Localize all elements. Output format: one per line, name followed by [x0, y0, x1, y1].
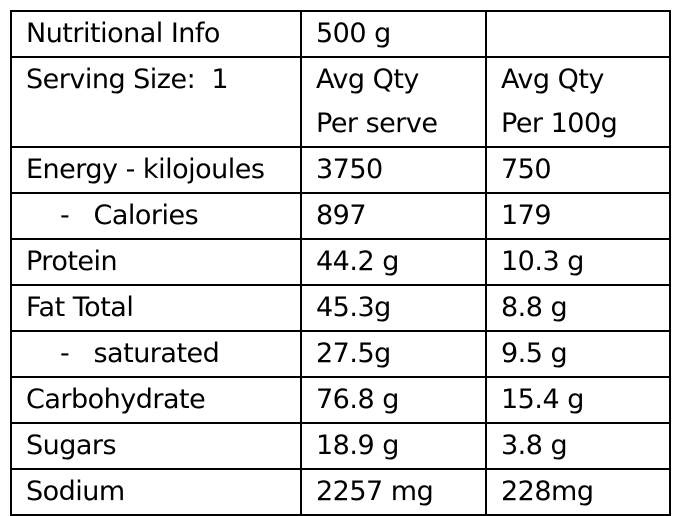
table-row: Sugars 18.9 g 3.8 g: [10, 422, 671, 470]
table-cell: Serving Size: 1: [10, 56, 302, 148]
table-body: Nutritional Info 500 g Serving Size: 1 Avg …: [10, 10, 671, 516]
table-cell: 500 g: [300, 10, 487, 58]
table-row: Carbohydrate 76.8 g 15.4 g: [10, 376, 671, 424]
table-row: Nutritional Info 500 g: [10, 10, 671, 58]
table-row: Serving Size: 1 Avg Qty Per serve Avg Qty Pe…: [10, 56, 671, 148]
table-row: - Calories 897 179: [10, 192, 671, 240]
table-cell: 897: [300, 192, 487, 240]
table-cell: 228mg: [485, 468, 671, 516]
table-row: Protein 44.2 g 10.3 g: [10, 238, 671, 286]
table-row: - saturated 27.5g 9.5 g: [10, 330, 671, 378]
table-cell: 3750: [300, 146, 487, 194]
table-cell: - saturated: [10, 330, 302, 378]
cell-line: Per 100g: [501, 108, 618, 139]
table-cell: 45.3g: [300, 284, 487, 332]
table-cell: 27.5g: [300, 330, 487, 378]
nutrition-table: Nutritional Info 500 g Serving Size: 1 Avg …: [10, 10, 671, 516]
table-cell: Energy - kilojoules: [10, 146, 302, 194]
table-cell: 76.8 g: [300, 376, 487, 424]
cell-line: Avg Qty: [316, 64, 419, 95]
cell-line: Avg Qty: [501, 64, 604, 95]
table-cell: Nutritional Info: [10, 10, 302, 58]
table-cell: Protein: [10, 238, 302, 286]
table-cell: Avg Qty Per 100g: [485, 56, 671, 148]
table-cell: Sodium: [10, 468, 302, 516]
table-cell: 44.2 g: [300, 238, 487, 286]
table-row: Sodium 2257 mg 228mg: [10, 468, 671, 516]
table-row: Energy - kilojoules 3750 750: [10, 146, 671, 194]
table-cell: Avg Qty Per serve: [300, 56, 487, 148]
table-cell: 750: [485, 146, 671, 194]
table-cell: Fat Total: [10, 284, 302, 332]
table-cell: - Calories: [10, 192, 302, 240]
table-cell: 10.3 g: [485, 238, 671, 286]
table-cell: 15.4 g: [485, 376, 671, 424]
table-cell: 2257 mg: [300, 468, 487, 516]
table-row: Fat Total 45.3g 8.8 g: [10, 284, 671, 332]
table-cell: 8.8 g: [485, 284, 671, 332]
table-cell: [485, 10, 671, 58]
table-cell: Carbohydrate: [10, 376, 302, 424]
table-cell: 9.5 g: [485, 330, 671, 378]
cell-line: Per serve: [316, 108, 438, 139]
table-cell: 18.9 g: [300, 422, 487, 470]
table-cell: 179: [485, 192, 671, 240]
table-cell: 3.8 g: [485, 422, 671, 470]
table-cell: Sugars: [10, 422, 302, 470]
